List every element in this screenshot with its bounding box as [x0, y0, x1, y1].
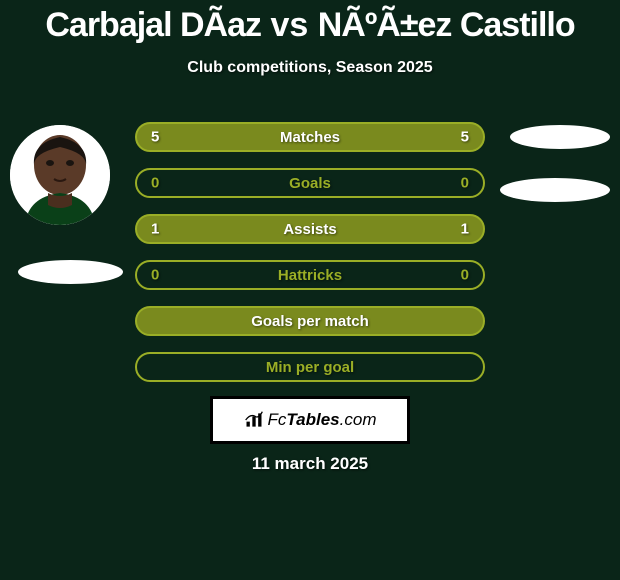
comparison-title: Carbajal DÃ­az vs NÃºÃ±ez Castillo [0, 0, 620, 45]
stats-container: Matches55Goals00Assists11Hattricks00Goal… [135, 122, 485, 398]
vs-text: vs [270, 6, 308, 44]
stat-label: Assists [283, 221, 336, 238]
stat-bar: Goals per match [135, 306, 485, 336]
stat-label: Goals [289, 175, 331, 192]
stat-label: Matches [280, 129, 340, 146]
stat-bar: Matches 5 5 [135, 122, 485, 152]
chart-icon [244, 410, 264, 430]
player1-silhouette [10, 125, 110, 225]
fc-suffix: .com [340, 410, 377, 429]
player1-shadow [18, 260, 123, 284]
stat-value-left: 5 [151, 129, 159, 146]
stat-bar: Goals 0 0 [135, 168, 485, 198]
stat-value-right: 1 [461, 221, 469, 238]
date-text: 11 march 2025 [0, 454, 620, 474]
stat-label: Min per goal [266, 359, 354, 376]
player1-photo [10, 125, 110, 225]
stat-label: Hattricks [278, 267, 342, 284]
stat-value-left: 0 [151, 267, 159, 284]
player2-shadow-1 [510, 125, 610, 149]
subtitle: Club competitions, Season 2025 [0, 59, 620, 77]
player2-shadow-2 [500, 178, 610, 202]
fctables-badge: FcTables.com [210, 396, 410, 444]
player2-name: NÃºÃ±ez Castillo [318, 6, 575, 44]
fc-bold: Tables [286, 410, 339, 429]
fc-prefix: Fc [268, 410, 287, 429]
stat-bar: Hattricks 0 0 [135, 260, 485, 290]
player1-name: Carbajal DÃ­az [45, 6, 261, 44]
stat-value-right: 5 [461, 129, 469, 146]
stat-value-left: 1 [151, 221, 159, 238]
stat-value-right: 0 [461, 267, 469, 284]
stat-value-left: 0 [151, 175, 159, 192]
stat-value-right: 0 [461, 175, 469, 192]
stat-label: Goals per match [251, 313, 369, 330]
stat-bar: Min per goal [135, 352, 485, 382]
fctables-text: FcTables.com [268, 410, 377, 430]
stat-bar: Assists 1 1 [135, 214, 485, 244]
